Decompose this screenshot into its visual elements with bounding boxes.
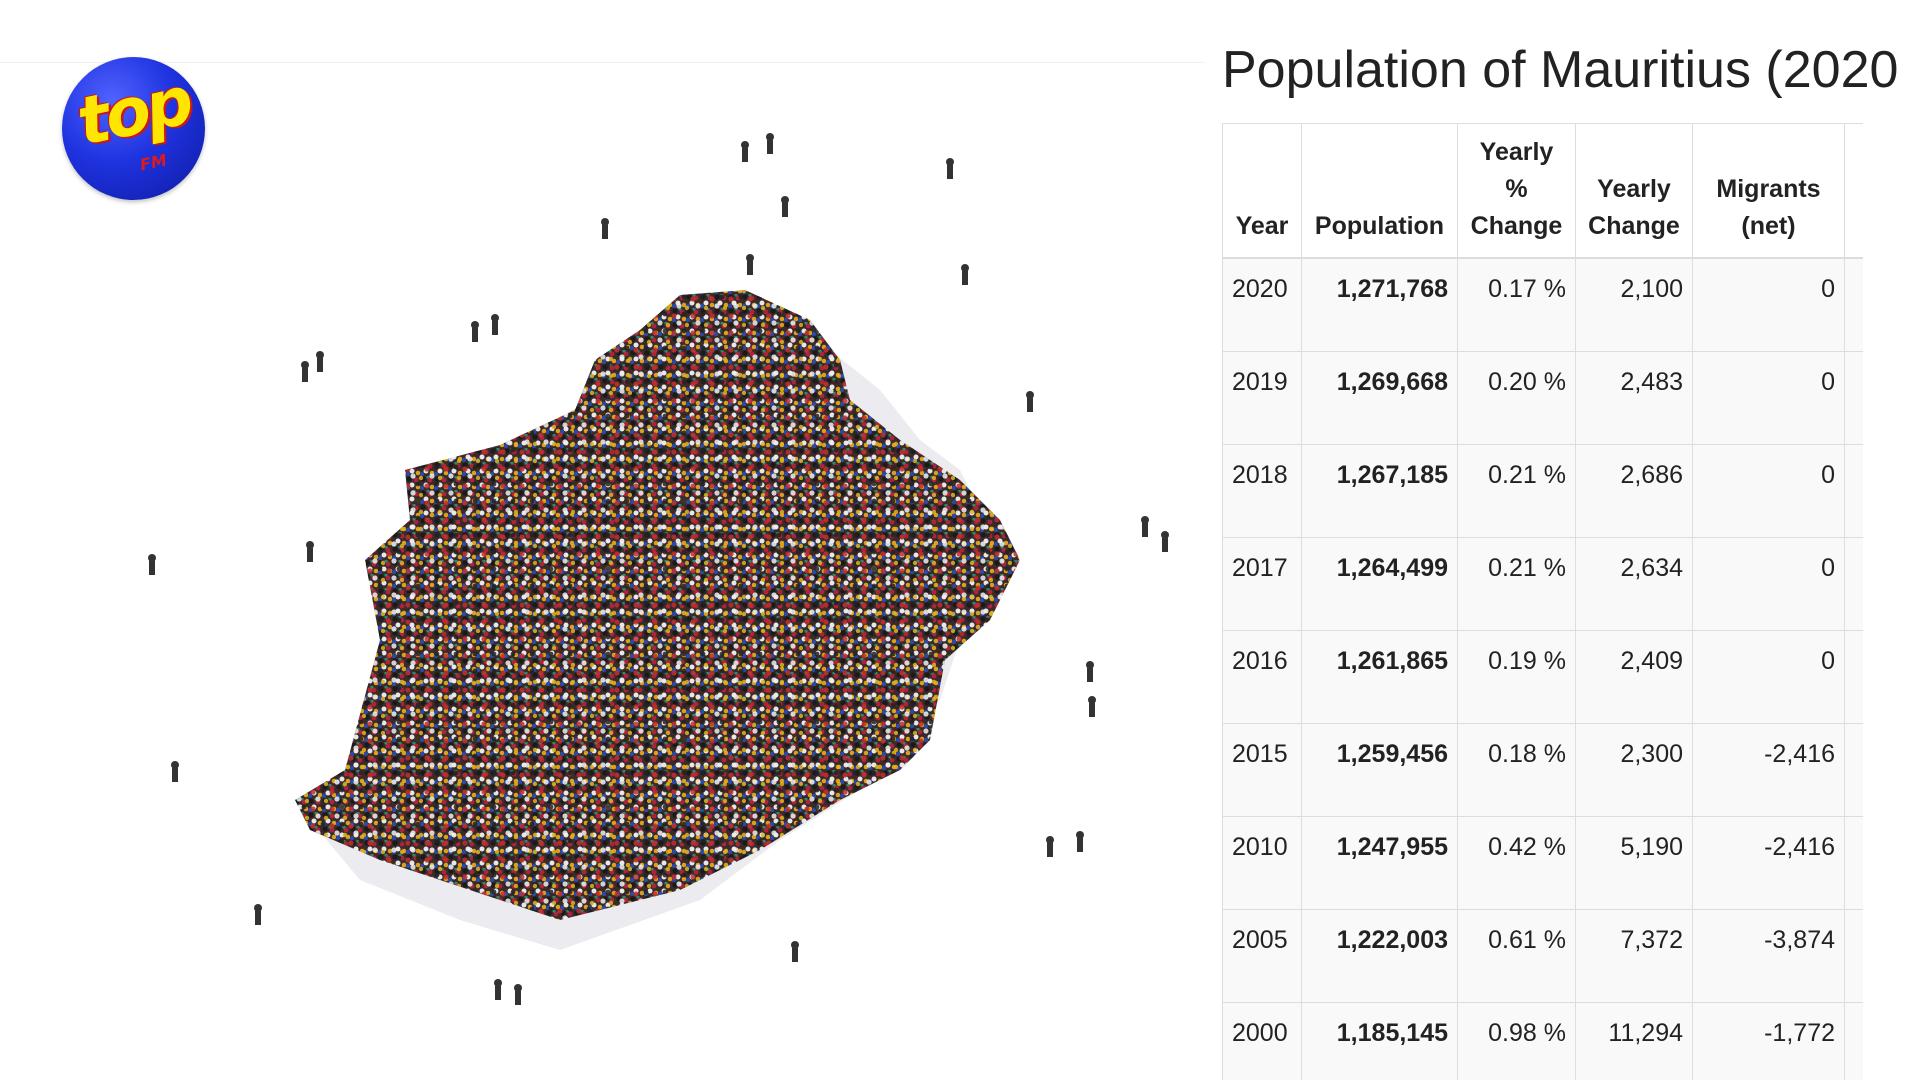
divider [0, 62, 1205, 63]
logo-sub-text: FM [138, 150, 169, 175]
cell-extra [1844, 908, 1863, 1003]
table-row: 2005 1,222,003 0.61 % 7,372 -3,874 [1222, 908, 1863, 1003]
cell-extra [1844, 257, 1863, 352]
cell-pct-change: 0.20 % [1457, 350, 1576, 445]
cell-yearly-change: 2,634 [1575, 536, 1693, 631]
cell-pct-change: 0.42 % [1457, 815, 1576, 910]
table-row: 2010 1,247,955 0.42 % 5,190 -2,416 [1222, 815, 1863, 910]
cell-pct-change: 0.21 % [1457, 443, 1576, 538]
cell-yearly-change: 2,483 [1575, 350, 1693, 445]
cell-yearly-change: 5,190 [1575, 815, 1693, 910]
cell-migrants: -3,874 [1692, 908, 1845, 1003]
cell-year: 2020 [1222, 257, 1302, 352]
cell-migrants: 0 [1692, 350, 1845, 445]
population-table-panel: Population of Mauritius (2020 Year Popul… [1205, 0, 1920, 1080]
cell-extra [1844, 629, 1863, 724]
header-yearly-change: Yearly Change [1575, 123, 1693, 259]
cell-yearly-change: 2,686 [1575, 443, 1693, 538]
logo-text: top [70, 62, 197, 161]
population-table: Year Population Yearly % Change Yearly C… [1222, 123, 1863, 1080]
cell-population: 1,261,865 [1301, 629, 1458, 724]
header-migrants: Migrants (net) [1692, 123, 1845, 259]
cell-population: 1,269,668 [1301, 350, 1458, 445]
cell-extra [1844, 536, 1863, 631]
cell-migrants: 0 [1692, 443, 1845, 538]
cell-year: 2016 [1222, 629, 1302, 724]
cell-population: 1,185,145 [1301, 1001, 1458, 1080]
scattered-people [148, 133, 1169, 1005]
crowd-image-panel: top FM [0, 57, 1205, 1005]
cell-population: 1,259,456 [1301, 722, 1458, 817]
header-extra [1844, 123, 1863, 259]
page-title: Population of Mauritius (2020 [1222, 41, 1899, 99]
cell-migrants: 0 [1692, 257, 1845, 352]
cell-year: 2018 [1222, 443, 1302, 538]
cell-migrants: 0 [1692, 629, 1845, 724]
header-yearly-pct-change: Yearly % Change [1457, 123, 1576, 259]
cell-pct-change: 0.17 % [1457, 257, 1576, 352]
population-table-wrap: Year Population Yearly % Change Yearly C… [1222, 123, 1863, 1080]
table-row: 2000 1,185,145 0.98 % 11,294 -1,772 [1222, 1001, 1863, 1080]
cell-population: 1,222,003 [1301, 908, 1458, 1003]
table-row: 2016 1,261,865 0.19 % 2,409 0 [1222, 629, 1863, 724]
cell-yearly-change: 11,294 [1575, 1001, 1693, 1080]
cell-migrants: -2,416 [1692, 722, 1845, 817]
table-row: 2017 1,264,499 0.21 % 2,634 0 [1222, 536, 1863, 631]
cell-extra [1844, 815, 1863, 910]
table-row: 2019 1,269,668 0.20 % 2,483 0 [1222, 350, 1863, 445]
cell-pct-change: 0.19 % [1457, 629, 1576, 724]
cell-year: 2010 [1222, 815, 1302, 910]
cell-year: 2017 [1222, 536, 1302, 631]
cell-population: 1,247,955 [1301, 815, 1458, 910]
top-fm-logo: top FM [62, 57, 205, 200]
cell-pct-change: 0.18 % [1457, 722, 1576, 817]
cell-migrants: -1,772 [1692, 1001, 1845, 1080]
table-row: 2020 1,271,768 0.17 % 2,100 0 [1222, 257, 1863, 352]
cell-population: 1,267,185 [1301, 443, 1458, 538]
header-year: Year [1222, 123, 1302, 259]
crowd-map-image [148, 133, 1169, 1005]
cell-pct-change: 0.21 % [1457, 536, 1576, 631]
cell-year: 2015 [1222, 722, 1302, 817]
cell-pct-change: 0.61 % [1457, 908, 1576, 1003]
cell-extra [1844, 443, 1863, 538]
cell-population: 1,264,499 [1301, 536, 1458, 631]
table-header-row: Year Population Yearly % Change Yearly C… [1222, 123, 1863, 259]
cell-year: 2019 [1222, 350, 1302, 445]
cell-yearly-change: 2,300 [1575, 722, 1693, 817]
cell-yearly-change: 2,409 [1575, 629, 1693, 724]
cell-yearly-change: 7,372 [1575, 908, 1693, 1003]
cell-extra [1844, 1001, 1863, 1080]
table-row: 2018 1,267,185 0.21 % 2,686 0 [1222, 443, 1863, 538]
cell-extra [1844, 722, 1863, 817]
cell-pct-change: 0.98 % [1457, 1001, 1576, 1080]
cell-migrants: -2,416 [1692, 815, 1845, 910]
cell-yearly-change: 2,100 [1575, 257, 1693, 352]
cell-year: 2000 [1222, 1001, 1302, 1080]
cell-population: 1,271,768 [1301, 257, 1458, 352]
header-population: Population [1301, 123, 1458, 259]
cell-year: 2005 [1222, 908, 1302, 1003]
table-row: 2015 1,259,456 0.18 % 2,300 -2,416 [1222, 722, 1863, 817]
cell-extra [1844, 350, 1863, 445]
cell-migrants: 0 [1692, 536, 1845, 631]
